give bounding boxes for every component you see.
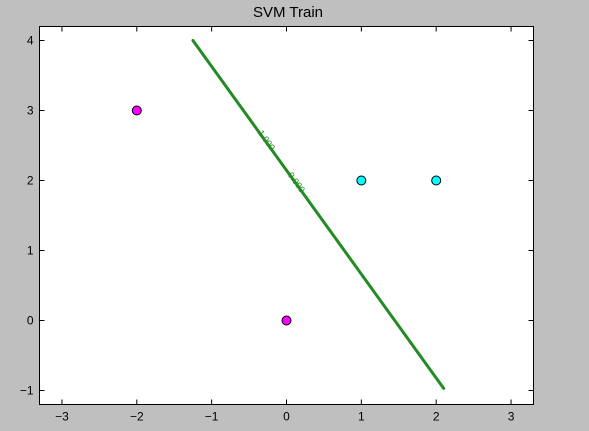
data-point [131,105,142,116]
x-tick-label: 3 [508,410,515,424]
y-tick-label: −1 [20,384,34,398]
plot-area [39,26,534,405]
y-tick-label: 3 [27,104,34,118]
x-tick-label: 2 [433,410,440,424]
data-points [131,105,442,326]
x-tick-label: −1 [205,410,219,424]
x-tick-label: 0 [283,410,290,424]
decision-boundary-line [191,39,446,390]
y-tick-label: 1 [27,244,34,258]
data-point [431,175,442,186]
chart-title: SVM Train [253,4,323,21]
y-tick-label: 0 [27,314,34,328]
x-tick-label: −3 [55,410,69,424]
decision-boundary [191,39,446,390]
x-tick-label: −2 [130,410,144,424]
x-tick-label: 1 [358,410,365,424]
data-point [356,175,367,186]
data-point [281,315,292,326]
axis-ticks: −3 −2 −1 0 1 2 3 −1 0 1 2 3 4 [20,26,534,424]
y-tick-label: 2 [27,174,34,188]
y-tick-label: 4 [27,34,34,48]
